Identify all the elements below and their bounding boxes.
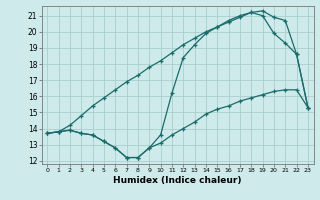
- X-axis label: Humidex (Indice chaleur): Humidex (Indice chaleur): [113, 176, 242, 185]
